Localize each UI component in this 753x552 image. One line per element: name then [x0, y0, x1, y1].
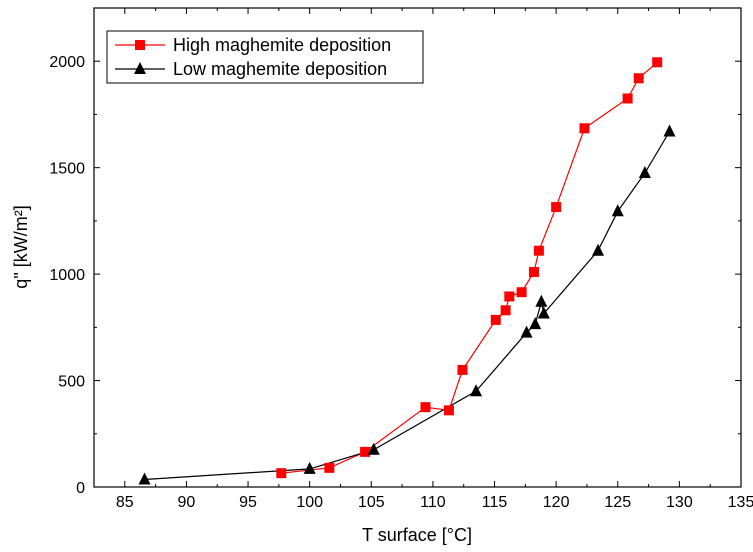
legend-box: [106, 30, 424, 84]
y-tick-label: 500: [58, 374, 85, 391]
data-point-square: [420, 402, 431, 413]
x-tick-label: 95: [239, 494, 257, 511]
data-point-triangle: [537, 306, 550, 319]
data-point-square: [457, 364, 468, 375]
data-point-square: [500, 305, 511, 316]
x-tick-label: 135: [728, 494, 753, 511]
data-point-square: [551, 202, 562, 213]
y-axis-ticks: 0 500 1000 1500 2000: [49, 54, 741, 497]
x-axis-title: T surface [°C]: [362, 525, 472, 545]
x-tick-label: 105: [358, 494, 385, 511]
legend-marker-high: [135, 40, 145, 50]
data-point-square: [490, 314, 501, 325]
legend: High maghemite deposition Low maghemite …: [106, 30, 424, 84]
series-markers: [138, 57, 676, 485]
data-point-triangle: [663, 124, 676, 137]
data-point-square: [633, 73, 644, 84]
data-point-square: [622, 93, 633, 104]
x-tick-label: 90: [178, 494, 196, 511]
data-point-square: [324, 462, 335, 473]
data-point-triangle: [520, 325, 533, 338]
data-point-square: [528, 266, 539, 277]
y-tick-label: 2000: [49, 54, 85, 71]
data-point-square: [443, 405, 454, 416]
data-point-triangle: [138, 472, 151, 485]
x-tick-label: 110: [420, 494, 446, 511]
data-point-triangle: [535, 294, 548, 307]
x-tick-label: 115: [482, 494, 508, 511]
y-tick-label: 1000: [49, 267, 85, 284]
y-axis-title: q" [kW/m²]: [11, 205, 31, 288]
x-axis-ticks: 85 90 95 100 105 110 115 120 125 130 135: [116, 8, 753, 511]
data-point-square: [504, 291, 515, 302]
legend-label-high: High maghemite deposition: [173, 35, 391, 55]
data-point-square: [652, 57, 663, 68]
data-point-triangle: [529, 317, 542, 330]
data-point-square: [579, 123, 590, 134]
x-tick-label: 130: [666, 494, 693, 511]
x-tick-label: 85: [116, 494, 134, 511]
legend-label-low: Low maghemite deposition: [173, 59, 387, 79]
x-tick-label: 125: [604, 494, 631, 511]
y-tick-label: 1500: [49, 161, 85, 178]
legend-marker-low: [134, 62, 146, 74]
data-point-square: [360, 446, 371, 457]
y-tick-label: 0: [76, 480, 85, 497]
x-tick-label: 120: [543, 494, 570, 511]
data-point-triangle: [470, 384, 483, 397]
data-point-square: [276, 468, 287, 479]
data-point-square: [516, 287, 527, 298]
data-point-triangle: [367, 442, 380, 455]
data-point-square: [533, 245, 544, 256]
data-point-triangle: [592, 243, 605, 256]
x-tick-label: 100: [296, 494, 323, 511]
data-point-triangle: [638, 165, 651, 178]
data-point-triangle: [303, 461, 316, 474]
data-point-triangle: [611, 204, 624, 217]
